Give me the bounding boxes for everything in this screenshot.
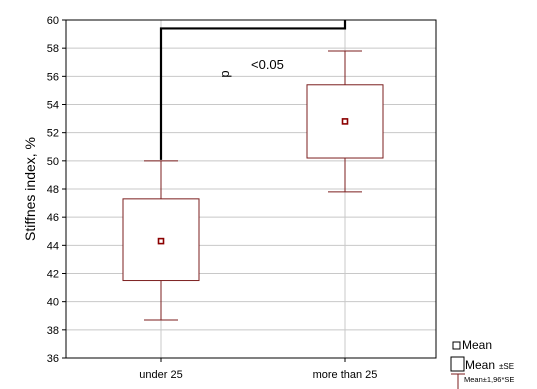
legend-se-label: Mean [465, 358, 495, 372]
y-axis-label: Stiffnes index, % [22, 137, 38, 241]
y-tick-label: 46 [47, 212, 59, 224]
box-groups [122, 50, 384, 321]
legend-mean-symbol [452, 341, 461, 350]
legend-mean-label: Mean [462, 338, 492, 352]
legend-se-box-symbol [450, 356, 465, 372]
p-value-label: <0.05 [251, 57, 284, 72]
y-tick-label: 48 [47, 184, 59, 196]
y-tick-label: 42 [47, 269, 59, 281]
legend-item-ci: Mean±1,96*SE [451, 373, 514, 389]
box-group-under-25 [122, 160, 200, 321]
mean-marker [157, 237, 165, 245]
legend-item-se: Mean ±SE [450, 356, 514, 372]
y-tick-label: 54 [47, 100, 59, 112]
x-tick-label: more than 25 [313, 369, 378, 381]
legend-se-suffix: ±SE [499, 362, 514, 371]
mean-marker [341, 118, 349, 125]
legend-item-mean: Mean [452, 338, 492, 352]
x-axis-ticks: under 25 more than 25 [139, 358, 377, 381]
significance-bracket-line [159, 20, 347, 160]
y-tick-label: 40 [47, 297, 59, 309]
y-tick-label: 50 [47, 156, 59, 168]
y-tick-label: 56 [47, 71, 59, 83]
y-axis-ticks: 36 38 40 42 44 46 48 50 52 54 56 58 60 [47, 15, 66, 365]
legend-ci-label: Mean±1,96*SE [464, 375, 514, 384]
y-tick-label: 52 [47, 128, 59, 140]
p-letter: p [217, 70, 232, 77]
y-tick-label: 38 [47, 325, 59, 337]
legend: Mean Mean ±SE Mean±1,96*SE [450, 338, 514, 389]
x-tick-label: under 25 [139, 369, 182, 381]
significance-bracket: p <0.05 [159, 20, 347, 160]
y-tick-label: 58 [47, 43, 59, 55]
y-tick-label: 36 [47, 353, 59, 365]
box-group-more-than-25 [306, 50, 384, 193]
y-tick-label: 60 [47, 15, 59, 27]
y-tick-label: 44 [47, 240, 59, 252]
